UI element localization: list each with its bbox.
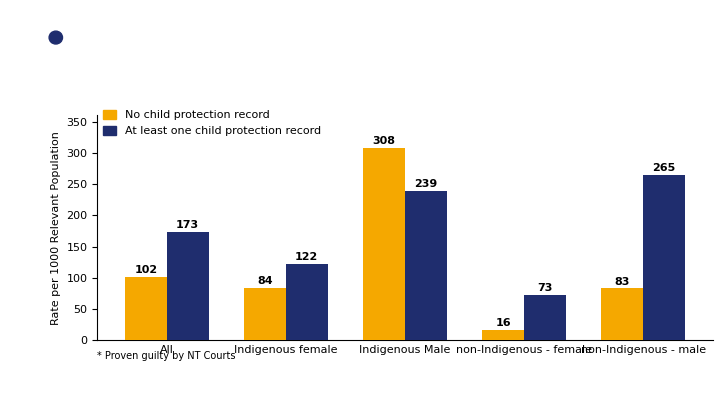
Bar	[482, 330, 524, 340]
Legend: No child protection record, At least one child protection record: No child protection record, At least one…	[103, 110, 321, 136]
Text: 122: 122	[295, 252, 318, 262]
Text: DEPARTMENT OF THE ATTORNEY-GENERAL AND JUSTICE: DEPARTMENT OF THE ATTORNEY-GENERAL AND J…	[22, 380, 411, 393]
Text: 84: 84	[257, 276, 273, 286]
Bar	[286, 264, 328, 340]
Text: 73: 73	[537, 283, 552, 293]
Text: 173: 173	[176, 220, 199, 230]
Bar	[405, 191, 446, 340]
Bar	[125, 277, 167, 340]
Bar	[244, 288, 286, 340]
Bar	[524, 294, 566, 340]
Text: Offending* Rate Per 1000 Relevant Population: All
ANZSOC Categories Except Traff: Offending* Rate Per 1000 Relevant Popula…	[130, 17, 640, 81]
Bar	[364, 148, 405, 340]
Bar	[601, 288, 643, 340]
Text: 265: 265	[652, 163, 675, 173]
Text: 83: 83	[615, 277, 630, 286]
Text: * Proven guilty by NT Courts: * Proven guilty by NT Courts	[97, 351, 235, 361]
Text: 308: 308	[373, 136, 396, 146]
Circle shape	[49, 31, 63, 44]
Text: 102: 102	[135, 264, 158, 275]
Text: 239: 239	[414, 179, 438, 189]
Bar	[643, 175, 685, 340]
Text: Northern
Territory
Government: Northern Territory Government	[32, 77, 80, 107]
Bar	[167, 232, 209, 340]
Text: 16: 16	[495, 318, 511, 328]
Y-axis label: Rate per 1000 Relevant Population: Rate per 1000 Relevant Population	[51, 131, 60, 325]
